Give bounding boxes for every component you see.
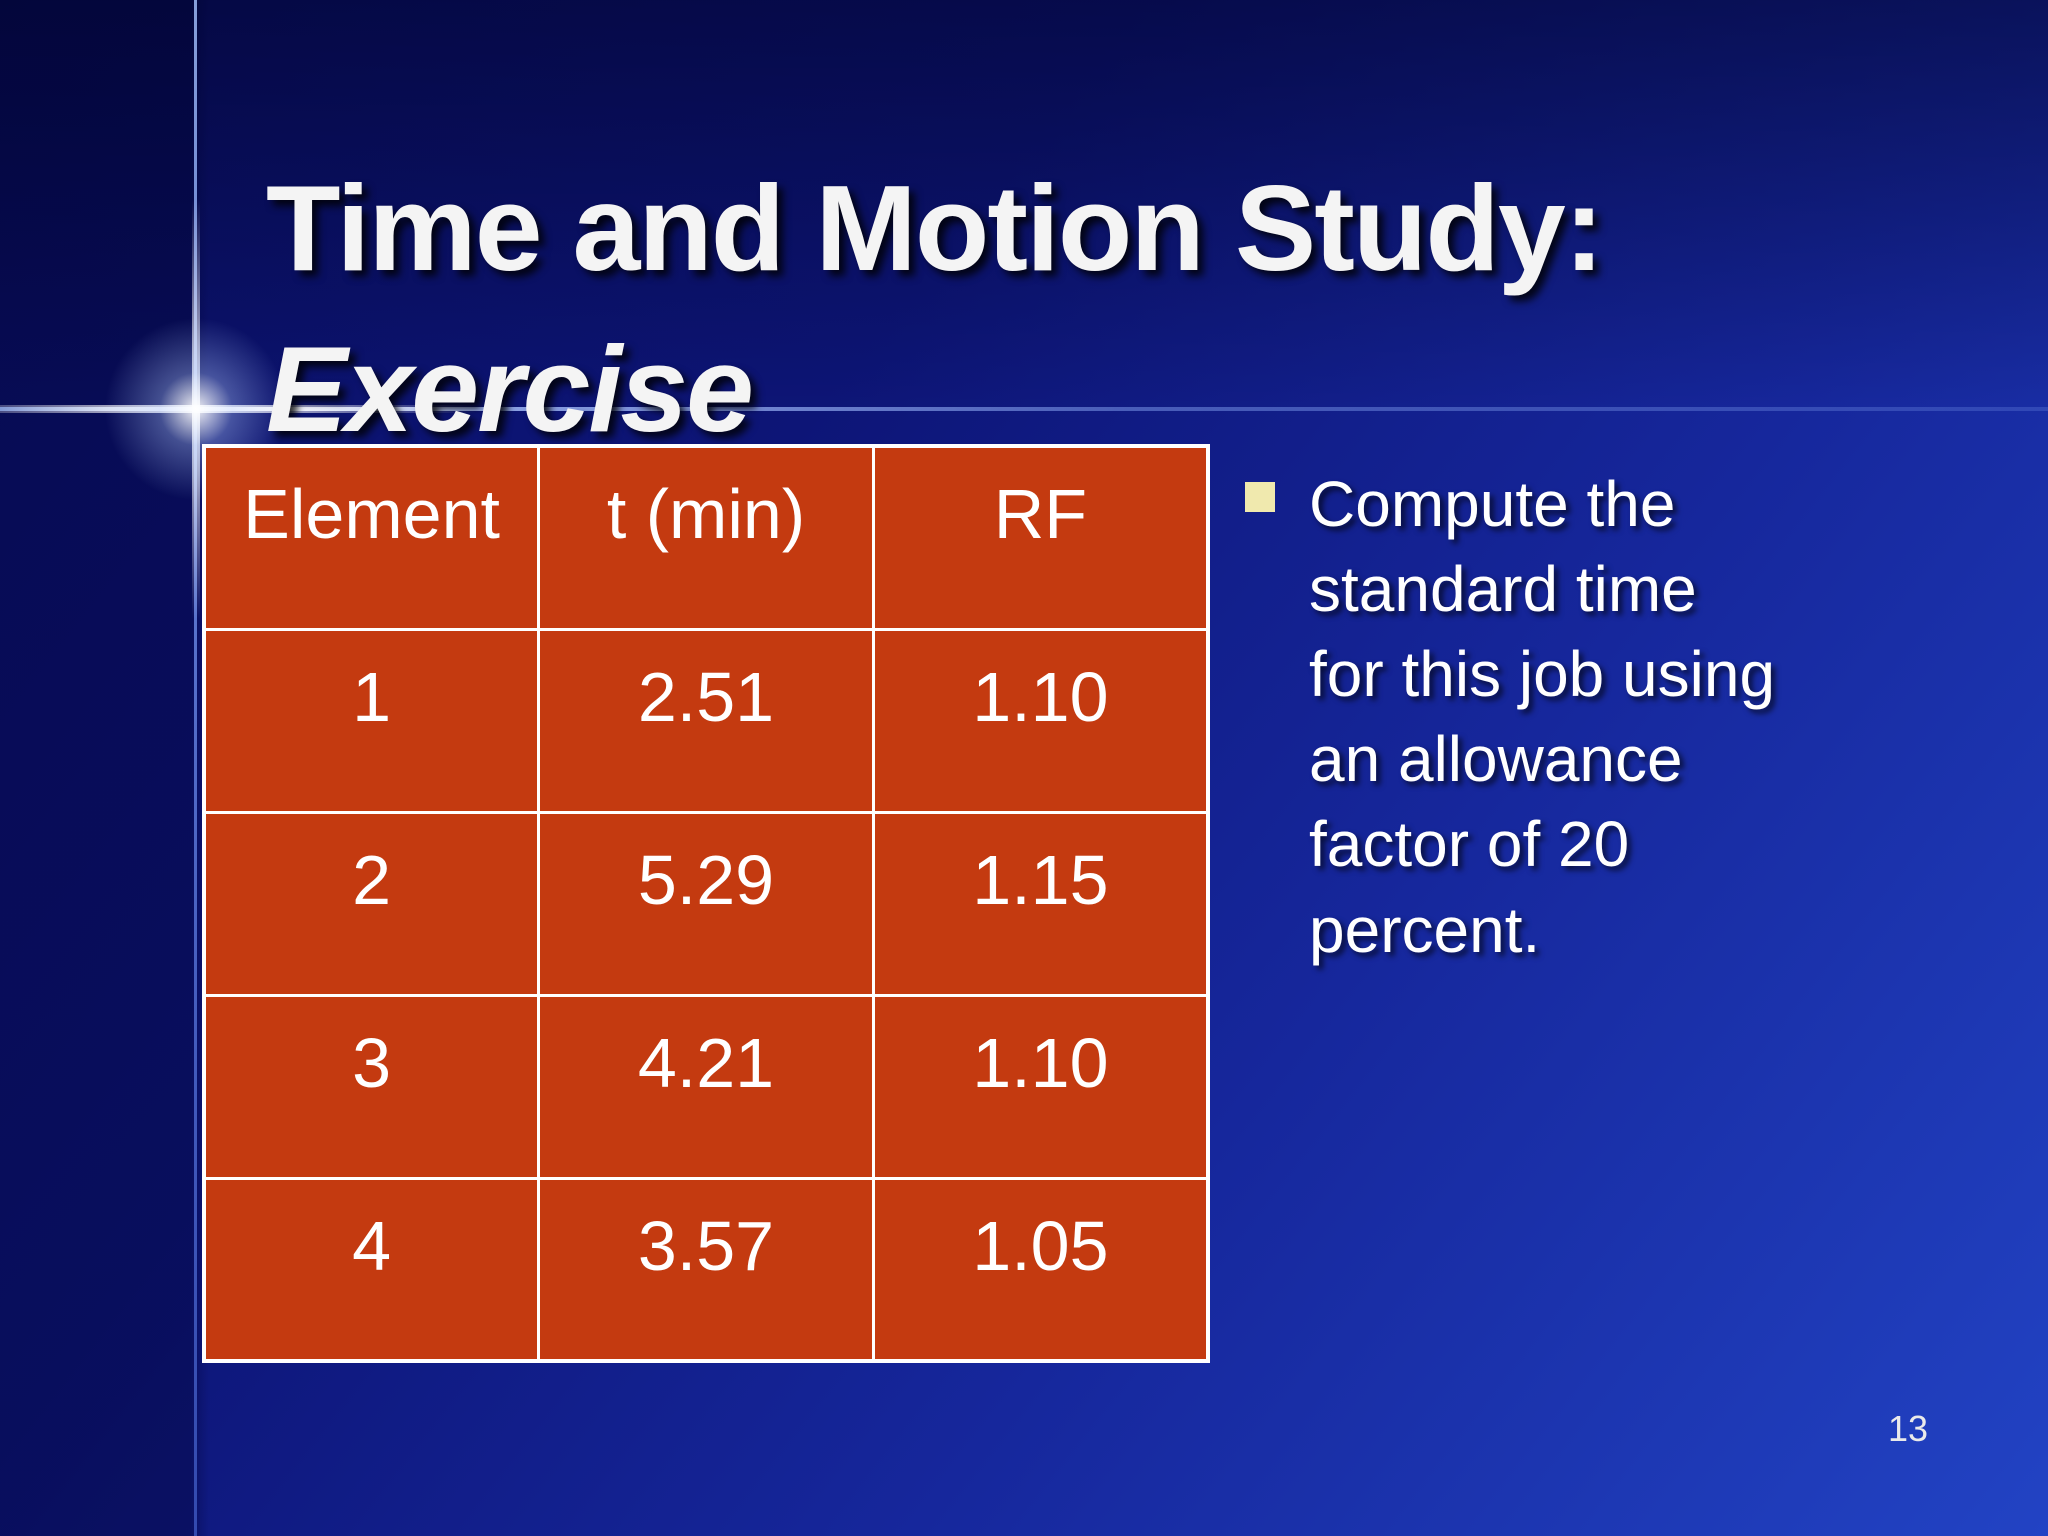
time-study-table: Element t (min) RF 1 2.51 1.10 2 5.29 1.… [202,444,1210,1363]
table-cell: 2.51 [537,627,875,814]
table-cell: 1.10 [871,627,1210,814]
slide-title-line-2: Exercise [266,320,754,457]
bullet-item: Compute the standard time for this job u… [1245,462,1965,973]
table-cell: 5.29 [537,810,875,997]
table-row: 4 3.57 1.05 [202,1176,1210,1363]
column-header-t-min: t (min) [537,444,875,631]
table-cell: 4.21 [537,993,875,1180]
table-cell: 1.15 [871,810,1210,997]
table-cell: 1.10 [871,993,1210,1180]
table-cell: 4 [202,1176,541,1363]
table-cell: 3 [202,993,541,1180]
decor-vertical-line [194,0,197,1536]
slide-title: Time and Motion Study: Exercise [266,148,1946,470]
decor-horizontal-line [0,407,2048,411]
table-cell: 2 [202,810,541,997]
slide-title-line-1: Time and Motion Study: [266,159,1604,296]
bullet-marker [1245,482,1275,512]
table-row: 3 4.21 1.10 [202,993,1210,1180]
table-cell: 1.05 [871,1176,1210,1363]
bullet-text: Compute the standard time for this job u… [1309,468,1776,966]
table-cell: 1 [202,627,541,814]
column-header-rf: RF [871,444,1210,631]
table-header-row: Element t (min) RF [202,444,1210,631]
column-header-element: Element [202,444,541,631]
table-row: 2 5.29 1.15 [202,810,1210,997]
table-cell: 3.57 [537,1176,875,1363]
page-number: 13 [1887,1408,1928,1449]
table-row: 1 2.51 1.10 [202,627,1210,814]
